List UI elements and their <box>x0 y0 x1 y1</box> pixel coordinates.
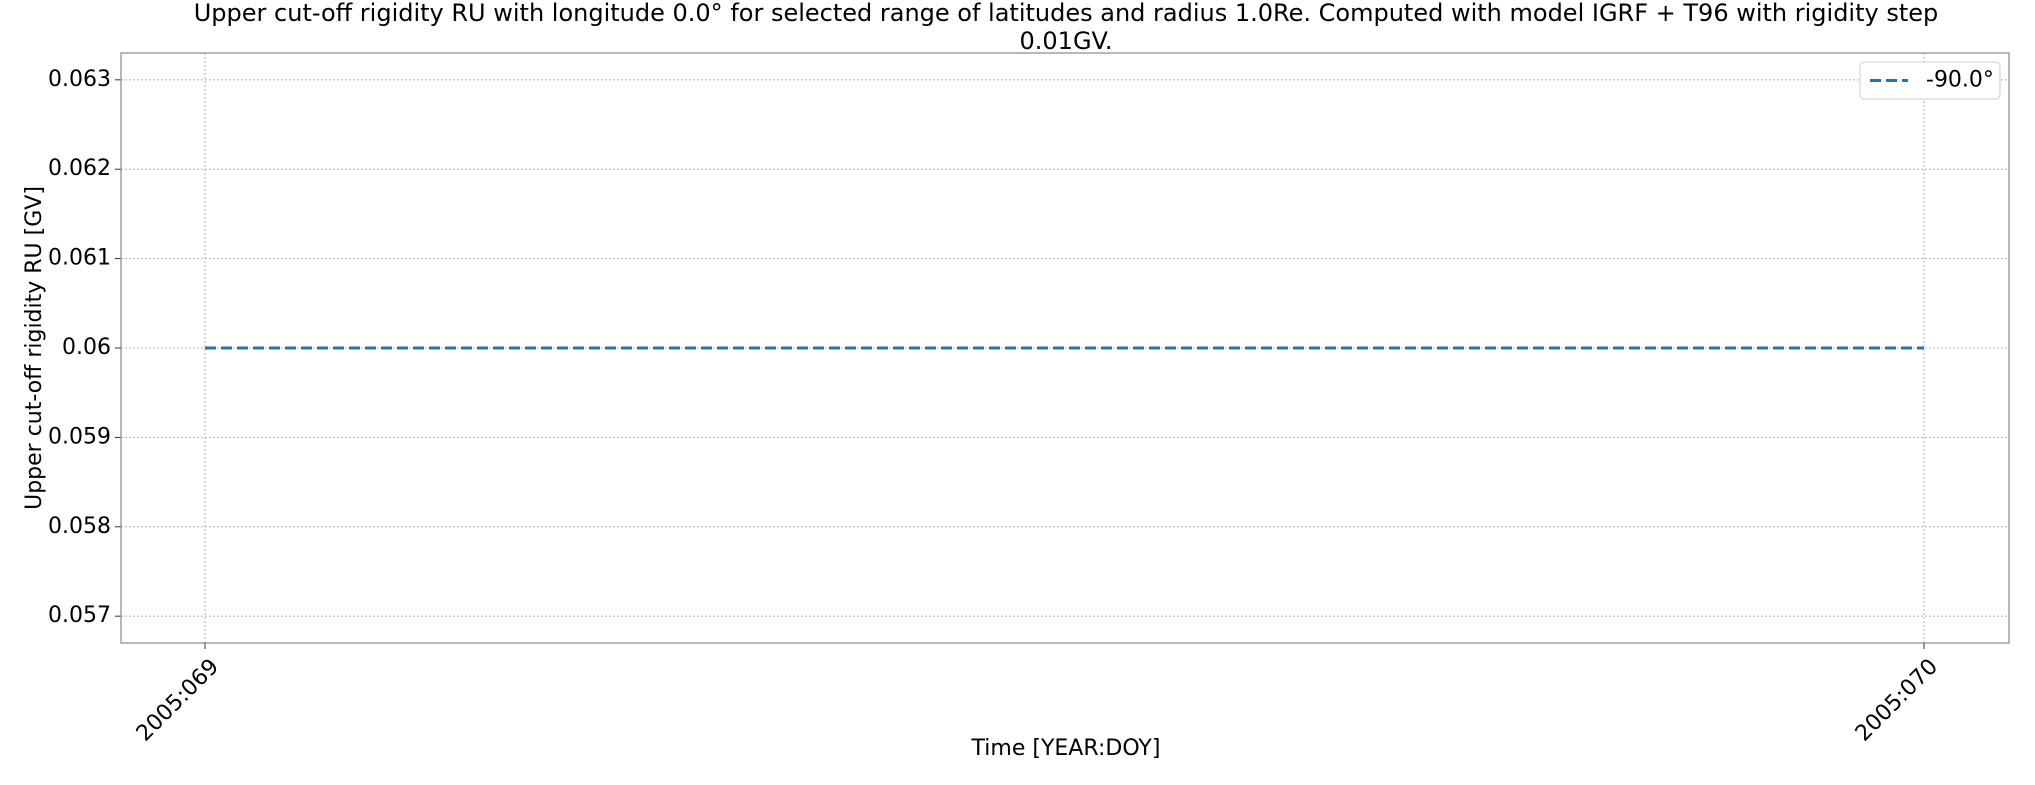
x-tick-label: 2005:070 <box>1851 654 1943 746</box>
y-axis-label: Upper cut-off rigidity RU [GV] <box>22 186 47 510</box>
plot-frame <box>120 52 2010 644</box>
legend-label: -90.0° <box>1926 68 1994 93</box>
y-tick-label: 0.06 <box>62 335 111 360</box>
chart-title: Upper cut-off rigidity RU with longitude… <box>194 0 1939 27</box>
y-tick-label: 0.063 <box>48 67 111 92</box>
x-axis-label: Time [YEAR:DOY] <box>971 736 1161 761</box>
x-tick-label: 2005:069 <box>132 654 224 746</box>
y-tick-label: 0.062 <box>48 156 111 181</box>
y-tick-label: 0.061 <box>48 246 111 271</box>
legend-box <box>1859 61 2001 100</box>
y-tick-label: 0.058 <box>48 514 111 539</box>
y-tick-label: 0.057 <box>48 603 111 628</box>
chart-title: 0.01GV. <box>1020 27 1113 55</box>
y-tick-label: 0.059 <box>48 424 111 449</box>
